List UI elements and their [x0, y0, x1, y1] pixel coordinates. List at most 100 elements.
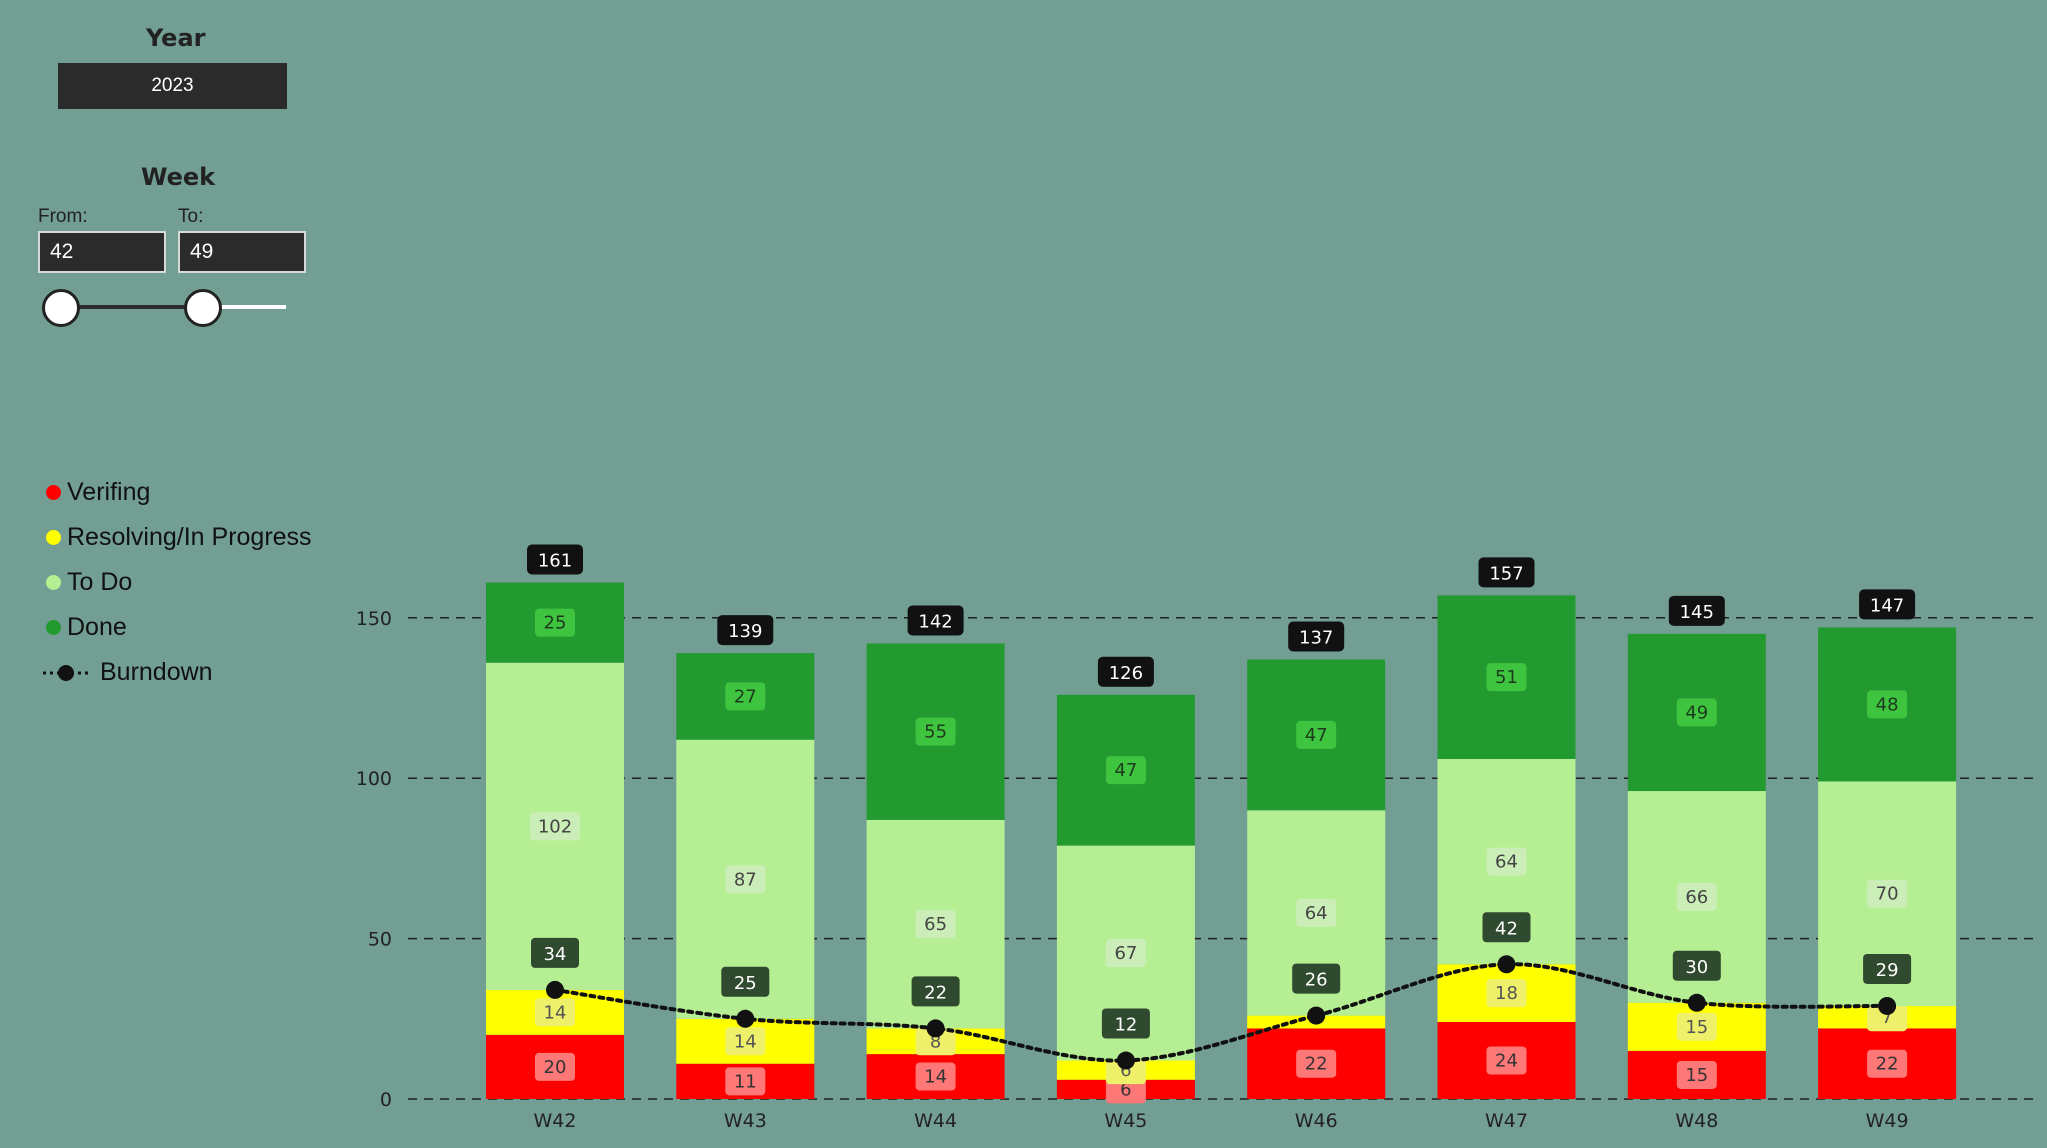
- x-tick-label: W46: [1295, 1110, 1338, 1132]
- burndown-label: 30: [1685, 957, 1708, 978]
- data-label: 8: [930, 1031, 941, 1052]
- data-label-background: [1105, 1056, 1146, 1085]
- data-label: 87: [734, 869, 757, 890]
- data-label: 11: [734, 1071, 757, 1092]
- burndown-label: 34: [544, 944, 567, 965]
- legend-item-todo[interactable]: To Do: [42, 560, 312, 605]
- burndown-label: 29: [1876, 960, 1899, 981]
- data-label-background: [915, 717, 956, 746]
- legend-item-done[interactable]: Done: [42, 605, 312, 650]
- total-label-background: [717, 615, 774, 646]
- data-label: 47: [1114, 760, 1137, 781]
- total-label: 139: [728, 621, 762, 642]
- total-label: 142: [918, 611, 952, 632]
- year-dropdown[interactable]: 2023: [58, 63, 287, 109]
- legend-label: Resolving/In Progress: [67, 523, 312, 551]
- data-label: 48: [1876, 694, 1899, 715]
- data-label-background: [535, 998, 575, 1027]
- data-label: 6: [1120, 1079, 1131, 1100]
- week-slider-track[interactable]: [204, 305, 286, 309]
- burndown-label: 12: [1114, 1015, 1137, 1036]
- data-label-background: [1676, 1060, 1717, 1089]
- data-label: 6: [1120, 1060, 1131, 1081]
- burndown-point: [736, 1009, 755, 1028]
- data-label-background: [535, 608, 575, 637]
- data-label-background: [1296, 720, 1337, 749]
- legend-item-resolving[interactable]: Resolving/In Progress: [42, 515, 312, 560]
- data-label: 70: [1876, 884, 1899, 905]
- week-from-label: From:: [38, 206, 88, 227]
- data-label: 65: [924, 914, 947, 935]
- x-tick-label: W47: [1485, 1110, 1528, 1132]
- week-slider-range[interactable]: [62, 305, 204, 309]
- data-label-background: [1296, 898, 1337, 927]
- burndown-label-background: [721, 966, 770, 997]
- stacked-bar-chart: 050100150201410225161W4211148727139W4314…: [356, 544, 2037, 1132]
- data-label-background: [1867, 690, 1908, 719]
- burndown-point: [1307, 1006, 1326, 1025]
- week-to-input[interactable]: 49: [178, 231, 306, 273]
- legend-label: Burndown: [100, 658, 213, 686]
- data-label-background: [915, 1062, 956, 1091]
- burndown-line: [553, 962, 1890, 1063]
- data-label: 14: [734, 1031, 757, 1052]
- burndown-label: 22: [924, 982, 947, 1003]
- data-label-background: [1486, 979, 1527, 1008]
- y-tick-label: 50: [368, 929, 392, 951]
- burndown-point: [1116, 1051, 1135, 1070]
- total-label: 161: [538, 551, 572, 572]
- legend-item-verifing[interactable]: Verifing: [42, 470, 312, 515]
- data-label-background: [1867, 879, 1908, 908]
- data-label: 102: [538, 816, 572, 837]
- data-label: 49: [1685, 702, 1708, 723]
- burndown-point: [1878, 996, 1897, 1015]
- x-tick-label: W49: [1866, 1110, 1909, 1132]
- legend-verifing-dot-icon: [46, 485, 61, 500]
- data-label: 14: [544, 1002, 567, 1023]
- total-label: 126: [1109, 663, 1143, 684]
- burndown-label-background: [531, 937, 579, 968]
- week-to-label: To:: [178, 206, 204, 227]
- data-label: 15: [1685, 1065, 1708, 1086]
- total-label-background: [1288, 621, 1345, 652]
- total-label-background: [527, 544, 583, 575]
- burndown-label-background: [1863, 953, 1912, 984]
- data-label-background: [1676, 882, 1717, 911]
- x-tick-label: W44: [914, 1110, 957, 1132]
- legend-label: To Do: [67, 568, 133, 596]
- burndown-label-background: [1672, 950, 1721, 981]
- data-label: 25: [544, 613, 567, 634]
- data-label-background: [1486, 663, 1527, 692]
- data-label-background: [1296, 1049, 1337, 1078]
- data-label: 20: [544, 1057, 567, 1078]
- legend-todo-dot-icon: [46, 575, 61, 590]
- legend-label: Verifing: [67, 478, 151, 506]
- data-label: 66: [1685, 887, 1708, 908]
- burndown-point: [546, 980, 564, 999]
- burndown-label-background: [1482, 912, 1531, 943]
- data-label: 22: [1305, 1054, 1328, 1075]
- chart-legend: Verifing Resolving/In Progress To Do Don…: [42, 470, 312, 695]
- data-label-background: [915, 910, 956, 939]
- week-from-input[interactable]: 42: [38, 231, 166, 273]
- data-label-background: [1867, 1003, 1908, 1032]
- data-label: 64: [1305, 903, 1328, 924]
- burndown-point: [1687, 993, 1706, 1012]
- legend-item-burndown[interactable]: Burndown: [42, 650, 312, 695]
- legend-done-dot-icon: [46, 620, 61, 635]
- week-slider-to-handle[interactable]: [184, 289, 222, 327]
- burndown-label: 42: [1495, 918, 1518, 939]
- x-tick-label: W48: [1675, 1110, 1718, 1132]
- data-label: 24: [1495, 1051, 1518, 1072]
- data-label-background: [1105, 756, 1146, 785]
- total-label-background: [1859, 589, 1916, 620]
- week-slider-from-handle[interactable]: [42, 289, 80, 327]
- x-tick-label: W43: [724, 1110, 767, 1132]
- data-label: 51: [1495, 667, 1518, 688]
- burndown-label: 26: [1305, 970, 1328, 991]
- total-label-background: [1668, 595, 1725, 626]
- legend-resolving-dot-icon: [46, 530, 61, 545]
- data-label: 14: [924, 1067, 947, 1088]
- burndown-point: [926, 1019, 945, 1038]
- data-label: 67: [1114, 943, 1137, 964]
